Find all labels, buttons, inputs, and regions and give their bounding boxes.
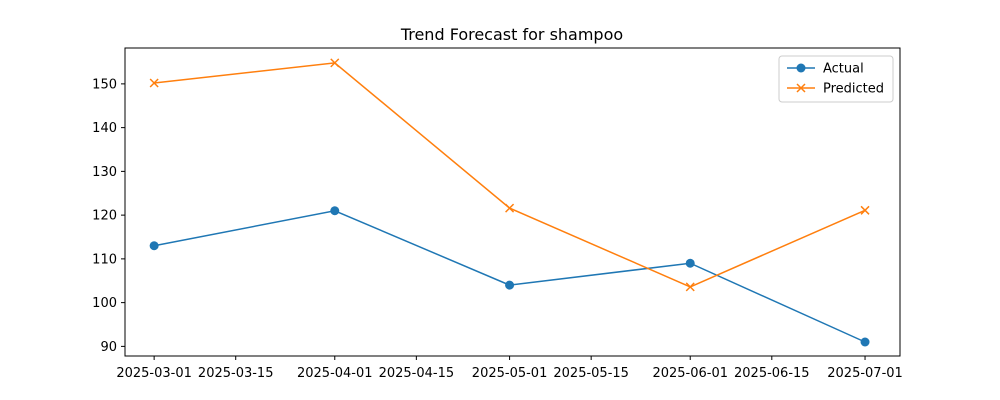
data-point bbox=[685, 258, 695, 268]
x-axis: 2025-03-01 2025-03-15 2025-04-01 2025-04-15… bbox=[116, 356, 903, 381]
series-layer bbox=[149, 58, 870, 347]
plot-area bbox=[124, 47, 901, 357]
x-tick-label: 2025-04-01 bbox=[297, 366, 373, 381]
data-point bbox=[685, 282, 695, 292]
plot-frame bbox=[124, 47, 901, 357]
data-point bbox=[330, 206, 340, 216]
data-point bbox=[860, 205, 870, 215]
legend-label: Predicted bbox=[823, 82, 884, 97]
y-tick-label: 140 bbox=[92, 121, 117, 136]
x-tick-label: 2025-04-15 bbox=[379, 366, 455, 381]
x-tick-label: 2025-05-15 bbox=[553, 366, 629, 381]
data-point bbox=[149, 241, 159, 251]
data-point bbox=[330, 58, 340, 68]
x-tick-label: 2025-03-15 bbox=[198, 366, 274, 381]
y-tick-label: 120 bbox=[92, 209, 117, 224]
data-point bbox=[860, 337, 870, 347]
y-tick-label: 150 bbox=[92, 77, 117, 92]
series-predicted bbox=[149, 58, 870, 292]
y-tick-label: 100 bbox=[92, 296, 117, 311]
legend-marker bbox=[796, 63, 806, 73]
y-tick-label: 90 bbox=[100, 340, 117, 355]
data-point bbox=[505, 203, 515, 213]
y-tick-label: 110 bbox=[92, 252, 117, 267]
x-tick-label: 2025-07-01 bbox=[827, 366, 903, 381]
series-line-actual bbox=[153, 209, 866, 343]
legend-label: Actual bbox=[823, 62, 864, 77]
legend-marker bbox=[796, 83, 806, 93]
data-point bbox=[149, 78, 159, 88]
y-axis: 90 100 110 120 130 140 150 bbox=[92, 77, 125, 355]
data-point bbox=[505, 280, 515, 290]
series-line-predicted bbox=[154, 62, 866, 288]
x-tick-label: 2025-05-01 bbox=[472, 366, 548, 381]
x-tick-label: 2025-06-15 bbox=[734, 366, 810, 381]
chart-title: Trend Forecast for shampoo bbox=[400, 25, 623, 44]
x-tick-label: 2025-03-01 bbox=[116, 366, 192, 381]
y-tick-label: 130 bbox=[92, 165, 117, 180]
legend: Actual Predicted bbox=[778, 55, 894, 103]
x-tick-label: 2025-06-01 bbox=[652, 366, 728, 381]
series-actual bbox=[149, 206, 870, 347]
